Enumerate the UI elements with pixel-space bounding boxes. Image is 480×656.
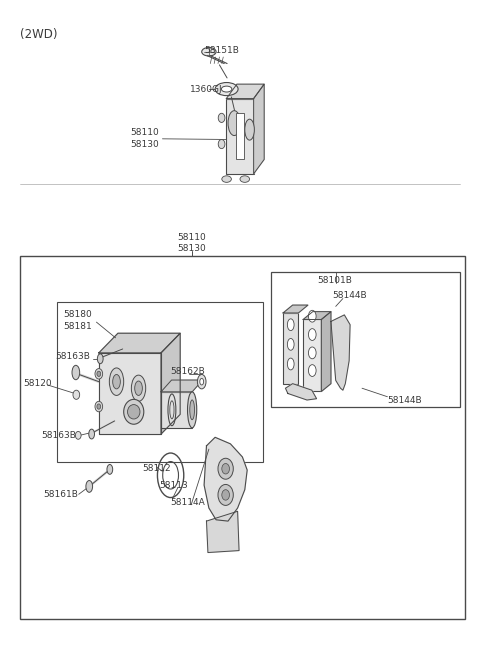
Polygon shape bbox=[283, 305, 308, 313]
Ellipse shape bbox=[190, 400, 194, 420]
Bar bbox=[227, 98, 253, 174]
Circle shape bbox=[95, 401, 103, 412]
Text: 58113: 58113 bbox=[159, 481, 188, 489]
Text: 58130: 58130 bbox=[130, 140, 159, 148]
Ellipse shape bbox=[107, 464, 113, 474]
Circle shape bbox=[97, 371, 101, 377]
Ellipse shape bbox=[228, 111, 240, 136]
Polygon shape bbox=[206, 511, 239, 552]
Polygon shape bbox=[161, 380, 203, 392]
Polygon shape bbox=[161, 333, 180, 434]
Text: 58163B: 58163B bbox=[56, 352, 91, 361]
Text: 58114A: 58114A bbox=[170, 498, 205, 506]
Circle shape bbox=[218, 113, 225, 123]
Text: 58161B: 58161B bbox=[43, 490, 78, 499]
Polygon shape bbox=[303, 312, 331, 319]
Circle shape bbox=[218, 140, 225, 149]
Bar bbox=[20, 256, 465, 619]
Text: 58112: 58112 bbox=[142, 464, 170, 473]
Text: 58151B: 58151B bbox=[204, 46, 239, 55]
Text: 58144B: 58144B bbox=[332, 291, 367, 300]
Ellipse shape bbox=[202, 47, 216, 56]
Polygon shape bbox=[253, 84, 264, 174]
Ellipse shape bbox=[221, 86, 232, 92]
Text: 58130: 58130 bbox=[178, 244, 206, 253]
Ellipse shape bbox=[215, 83, 238, 96]
Text: 58120: 58120 bbox=[24, 379, 52, 388]
Text: 1360GJ: 1360GJ bbox=[190, 85, 222, 94]
Circle shape bbox=[73, 390, 80, 400]
Ellipse shape bbox=[132, 375, 146, 401]
Polygon shape bbox=[227, 84, 264, 98]
Circle shape bbox=[95, 369, 103, 379]
Bar bbox=[303, 319, 322, 392]
Bar bbox=[271, 272, 460, 407]
Ellipse shape bbox=[200, 379, 204, 385]
Ellipse shape bbox=[288, 338, 294, 350]
Ellipse shape bbox=[188, 392, 197, 428]
Ellipse shape bbox=[135, 381, 143, 396]
Text: 58110: 58110 bbox=[130, 129, 159, 137]
Bar bbox=[283, 313, 299, 384]
Circle shape bbox=[218, 459, 233, 480]
Polygon shape bbox=[331, 315, 350, 390]
Ellipse shape bbox=[222, 176, 231, 182]
Ellipse shape bbox=[109, 368, 124, 396]
Polygon shape bbox=[99, 333, 180, 353]
Polygon shape bbox=[99, 353, 161, 434]
Circle shape bbox=[97, 404, 101, 409]
Ellipse shape bbox=[288, 358, 294, 370]
Text: (2WD): (2WD) bbox=[20, 28, 57, 41]
Bar bbox=[57, 302, 263, 462]
Ellipse shape bbox=[128, 405, 140, 419]
Ellipse shape bbox=[124, 400, 144, 424]
Ellipse shape bbox=[309, 365, 316, 377]
Circle shape bbox=[75, 432, 81, 440]
Ellipse shape bbox=[89, 429, 95, 439]
Bar bbox=[161, 392, 192, 428]
Polygon shape bbox=[204, 438, 247, 521]
Ellipse shape bbox=[97, 354, 103, 363]
Circle shape bbox=[222, 489, 229, 500]
Ellipse shape bbox=[113, 375, 120, 389]
Ellipse shape bbox=[309, 310, 316, 322]
Text: 58144B: 58144B bbox=[387, 396, 422, 405]
Polygon shape bbox=[286, 384, 317, 400]
Polygon shape bbox=[322, 312, 331, 392]
Text: 58101B: 58101B bbox=[317, 276, 352, 285]
Text: 58110: 58110 bbox=[178, 233, 206, 242]
Text: 58181: 58181 bbox=[63, 321, 92, 331]
Text: 58163B: 58163B bbox=[41, 431, 76, 440]
Circle shape bbox=[222, 464, 229, 474]
Ellipse shape bbox=[309, 347, 316, 359]
Ellipse shape bbox=[72, 365, 80, 380]
Circle shape bbox=[218, 484, 233, 505]
Text: 58180: 58180 bbox=[63, 310, 92, 319]
Ellipse shape bbox=[240, 176, 250, 182]
Ellipse shape bbox=[197, 375, 206, 389]
Bar bbox=[236, 113, 244, 159]
Ellipse shape bbox=[86, 481, 93, 492]
Ellipse shape bbox=[309, 329, 316, 340]
Ellipse shape bbox=[245, 119, 254, 140]
Text: 58162B: 58162B bbox=[170, 367, 205, 376]
Ellipse shape bbox=[288, 319, 294, 331]
